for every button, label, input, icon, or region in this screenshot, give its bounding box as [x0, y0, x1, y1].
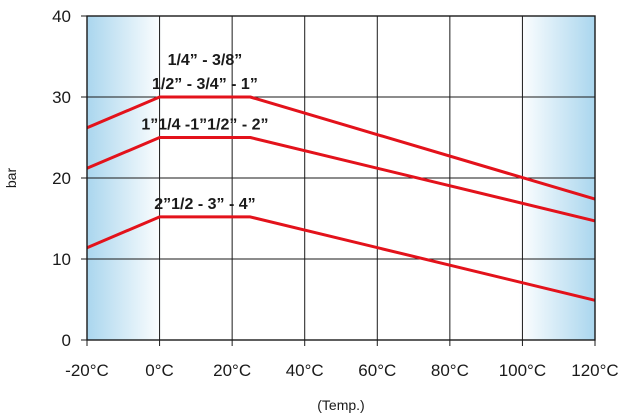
axis-ticks: -20°C 0°C 20°C 40°C 60°C 80°C 100°C 120°C 0 10 20 3…	[52, 7, 619, 380]
plot-frame	[86, 15, 596, 341]
series-label-1: 1/2” - 3/4” - 1”	[152, 76, 258, 93]
series-line-1	[86, 95, 596, 201]
series-label-1: 1/4” - 3/8”	[168, 52, 243, 69]
x-tick-label: 60°C	[358, 361, 396, 380]
x-tick-label: 0°C	[145, 361, 174, 380]
series-line-2	[86, 136, 596, 223]
x-tick-label: 120°C	[571, 361, 618, 380]
y-tick-label: 0	[62, 331, 71, 350]
x-tick-label: 40°C	[286, 361, 324, 380]
y-tick-label: 10	[52, 250, 71, 269]
x-tick-label: 100°C	[499, 361, 546, 380]
series-label-2: 1”1/4 -1”1/2” - 2”	[141, 117, 268, 134]
y-axis-title: bar	[3, 168, 19, 189]
x-tick-label: 80°C	[431, 361, 469, 380]
y-tick-label: 20	[52, 169, 71, 188]
series-lines	[86, 95, 596, 302]
series-line-3	[86, 215, 596, 302]
series-labels: 1/4” - 3/8” 1/2” - 3/4” - 1” 1”1/4 -1”1/2”…	[141, 52, 268, 213]
y-tick-label: 30	[52, 88, 71, 107]
x-tick-label: 20°C	[213, 361, 251, 380]
x-tick-label: -20°C	[65, 361, 109, 380]
y-tick-label: 40	[52, 7, 71, 26]
series-label-3: 2”1/2 - 3” - 4”	[154, 196, 255, 213]
x-axis-title: (Temp.)	[317, 397, 364, 413]
